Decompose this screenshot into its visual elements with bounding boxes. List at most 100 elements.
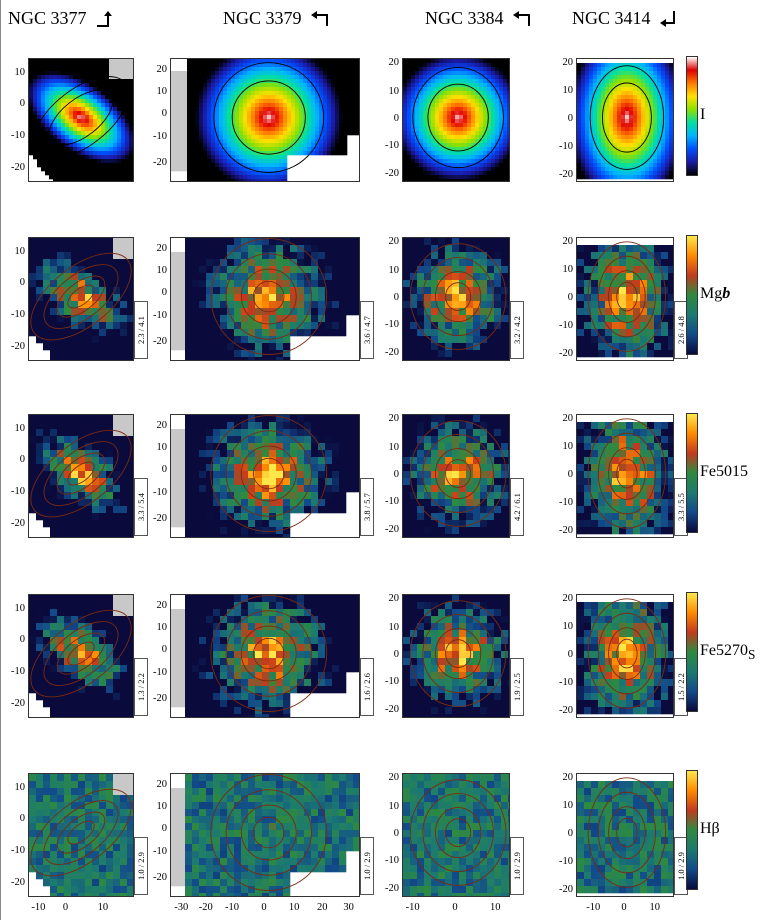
map-image <box>171 595 359 717</box>
isophote-contour <box>33 76 129 160</box>
title-ngc3384: NGC 3384 <box>425 8 533 30</box>
map-panel-1-2 <box>28 237 134 361</box>
map-panel-1-5 <box>28 773 134 897</box>
isophote-contour <box>597 612 656 695</box>
y-tick-label: 10 <box>388 801 400 813</box>
y-tick-label: 10 <box>562 620 574 632</box>
isophote-contour <box>616 281 638 312</box>
map-image <box>403 238 509 360</box>
y-tick-label: 10 <box>156 622 168 634</box>
map-image <box>577 241 673 358</box>
x-tick-label: 10 <box>649 902 660 913</box>
colorbar-label: Fe5015 <box>700 463 748 480</box>
map-image <box>403 774 509 896</box>
y-tick-label: -10 <box>11 666 25 678</box>
y-tick-label: 0 <box>393 113 399 124</box>
x-tick-label: 0 <box>452 902 458 913</box>
colorbar <box>686 592 698 712</box>
map-panel-4-1 <box>576 58 674 182</box>
y-tick-label: 10 <box>388 442 400 454</box>
isophote-contour <box>240 445 297 502</box>
y-tick-label: -20 <box>385 703 399 715</box>
isophote-contour <box>253 457 285 490</box>
isophote-contour <box>587 777 667 888</box>
y-tick-label: -20 <box>559 169 573 181</box>
isophote-contour <box>30 252 132 341</box>
y-tick-label: -10 <box>385 495 399 507</box>
isophote-contour <box>253 280 285 313</box>
y-tick-label: 10 <box>562 84 574 96</box>
y-tick-label: 0 <box>567 113 573 124</box>
y-tick-label: 20 <box>388 771 400 783</box>
y-tick-label: 0 <box>393 292 399 303</box>
y-tick-label: 0 <box>161 287 167 299</box>
isophote-contour <box>30 609 132 698</box>
isophote-contour <box>422 793 494 872</box>
y-tick-label: 0 <box>19 634 25 646</box>
y-tick-label: 20 <box>388 592 400 604</box>
map-panel-2-4 <box>170 594 360 718</box>
isophote-contour <box>210 415 328 532</box>
isophote-contour <box>67 820 95 845</box>
y-tick-label: -10 <box>385 318 399 330</box>
y-tick-label: 10 <box>388 265 400 277</box>
index-range-label: 1.6 / 2.6 <box>360 658 374 716</box>
isophote-contour <box>597 791 656 874</box>
y-tick-label: 20 <box>156 420 168 432</box>
galaxy-name: NGC 3414 <box>572 8 651 28</box>
index-range-label: 1.0 / 2.9 <box>134 837 148 895</box>
x-tick-label: -10 <box>405 902 420 913</box>
y-tick-label: 20 <box>156 243 168 255</box>
y-tick-label: -20 <box>559 705 573 717</box>
y-tick-label: 10 <box>156 86 168 98</box>
y-tick-label: 0 <box>19 454 25 466</box>
x-tick-label: 0 <box>261 902 267 913</box>
x-tick-label: -20 <box>198 902 213 913</box>
isophote-contour <box>445 818 472 847</box>
isophote-contour <box>409 420 507 527</box>
colorbar-label: Mgb <box>700 285 731 302</box>
y-tick-label: -20 <box>153 156 167 168</box>
map-image <box>171 415 359 537</box>
map-panel-1-1 <box>28 58 134 182</box>
isophote-contour <box>56 811 106 854</box>
isophote-contour <box>67 641 95 666</box>
y-tick-label: -10 <box>11 486 25 498</box>
index-range-label: 2.3 / 4.1 <box>134 301 148 359</box>
isophote-contour <box>225 253 312 340</box>
y-tick-label: -20 <box>153 692 167 704</box>
y-tick-label: 10 <box>14 245 26 257</box>
galaxy-name: NGC 3379 <box>223 8 302 28</box>
title-ngc3379: NGC 3379 <box>223 8 331 30</box>
galaxy-name: NGC 3377 <box>8 8 87 28</box>
y-tick-label: -20 <box>559 884 573 896</box>
y-tick-label: 0 <box>161 108 167 120</box>
y-tick-label: 10 <box>14 422 26 434</box>
x-tick-label: -10 <box>31 902 46 913</box>
y-tick-label: -10 <box>153 487 167 499</box>
isophote-contour <box>445 282 472 311</box>
map-image <box>29 595 133 717</box>
isophote-contour <box>253 637 285 670</box>
isophote-contour <box>225 430 312 517</box>
colorbar <box>686 56 698 176</box>
map-image <box>29 238 133 360</box>
x-tick-label: 30 <box>343 902 354 913</box>
y-tick-label: 0 <box>393 469 399 480</box>
y-tick-label: 10 <box>562 263 574 275</box>
map-image <box>29 59 133 181</box>
map-panel-4-3 <box>576 414 674 538</box>
y-tick-label: -10 <box>559 497 573 509</box>
orientation-arrow-icon <box>660 11 676 27</box>
y-tick-label: 20 <box>562 771 574 783</box>
isophote-contour <box>608 627 646 680</box>
isophote-contour <box>240 625 297 682</box>
index-range-label: 3.2 / 4.2 <box>510 301 524 359</box>
y-tick-label: -10 <box>385 139 399 151</box>
map-panel-3-4 <box>402 594 510 718</box>
y-tick-label: 20 <box>388 235 400 247</box>
y-tick-label: -10 <box>153 846 167 858</box>
y-tick-label: 10 <box>388 622 400 634</box>
isophote-contour <box>67 461 95 486</box>
colorbar-label: Hβ <box>700 820 720 837</box>
